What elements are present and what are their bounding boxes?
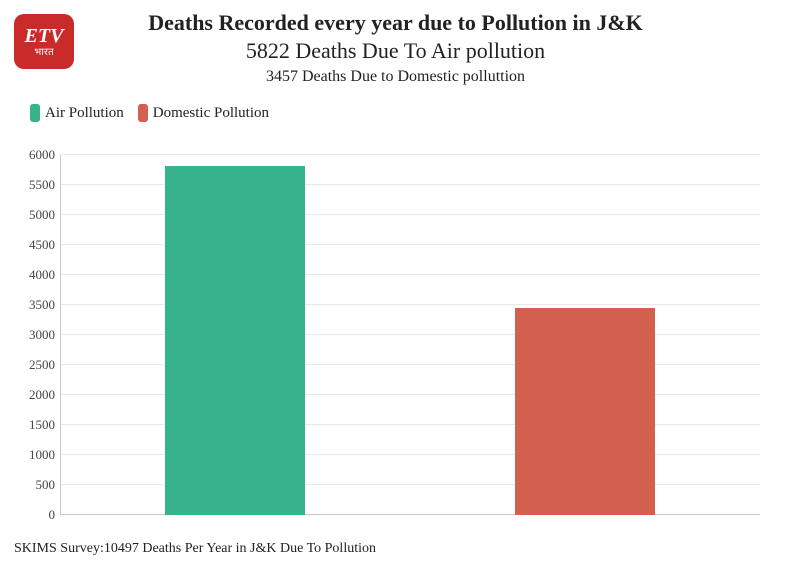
legend-label: Air Pollution: [45, 105, 124, 122]
logo-line1: ETV: [25, 26, 64, 46]
y-tick-label: 4500: [10, 237, 55, 253]
bar-chart: 0500100015002000250030003500400045005000…: [60, 155, 760, 515]
bar: [165, 166, 305, 515]
legend-item: Domestic Pollution: [138, 104, 269, 122]
legend-label: Domestic Pollution: [153, 105, 269, 122]
y-tick-label: 500: [10, 477, 55, 493]
y-tick-label: 3500: [10, 297, 55, 313]
y-axis: [60, 155, 61, 515]
y-tick-label: 5500: [10, 177, 55, 193]
y-tick-label: 5000: [10, 207, 55, 223]
y-tick-label: 2000: [10, 387, 55, 403]
brand-logo: ETV भारत: [14, 14, 74, 69]
title-block: Deaths Recorded every year due to Pollut…: [0, 0, 791, 86]
legend-swatch-icon: [138, 104, 148, 122]
y-tick-label: 2500: [10, 357, 55, 373]
legend: Air Pollution Domestic Pollution: [30, 104, 791, 122]
y-tick-label: 4000: [10, 267, 55, 283]
y-tick-label: 0: [10, 507, 55, 523]
legend-swatch-icon: [30, 104, 40, 122]
gridline: [60, 154, 760, 155]
y-tick-label: 1000: [10, 447, 55, 463]
logo-line2: भारत: [34, 48, 53, 58]
bar: [515, 308, 655, 515]
y-tick-label: 6000: [10, 147, 55, 163]
footer-caption: SKIMS Survey:10497 Deaths Per Year in J&…: [14, 541, 376, 557]
y-tick-label: 3000: [10, 327, 55, 343]
y-tick-label: 1500: [10, 417, 55, 433]
chart-subtitle-1: 5822 Deaths Due To Air pollution: [0, 38, 791, 64]
chart-title: Deaths Recorded every year due to Pollut…: [0, 10, 791, 36]
legend-item: Air Pollution: [30, 104, 124, 122]
chart-subtitle-2: 3457 Deaths Due to Domestic polluttion: [0, 68, 791, 86]
